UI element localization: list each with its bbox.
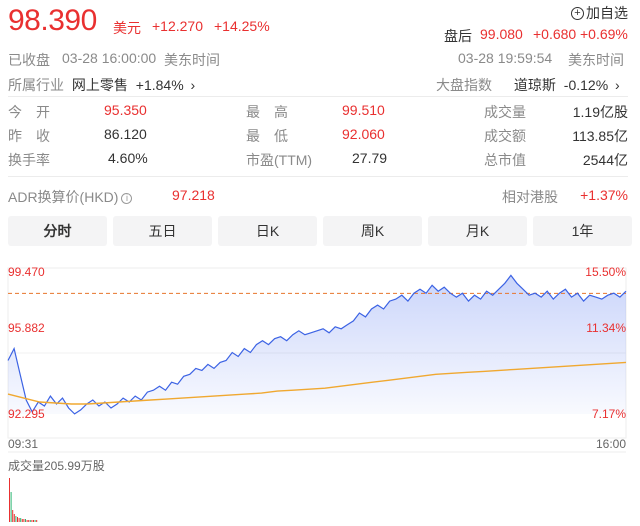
add-watchlist-label: 加自选 — [586, 5, 628, 21]
stat-value-low: 92.060 — [342, 126, 385, 142]
intraday-chart[interactable]: 99.470 95.882 92.295 15.50% 11.34% 7.17%… — [0, 256, 640, 526]
close-timezone: 美东时间 — [164, 52, 220, 68]
volume-bar — [20, 518, 22, 522]
industry-pct: +1.84% — [135, 77, 184, 93]
after-hours-label: 盘后 — [444, 28, 472, 44]
time-start-label: 09:31 — [8, 437, 38, 451]
stat-value-turnover-rate: 4.60% — [108, 150, 148, 166]
chevron-right-icon: › — [190, 77, 196, 93]
after-hours-pct: +0.69% — [580, 26, 628, 42]
after-hours-price: 99.080 — [480, 26, 523, 42]
adr-label-group: ADR换算价(HKD) i — [8, 187, 133, 207]
volume-bar — [12, 510, 14, 522]
price-line — [7, 274, 627, 415]
after-hours-change: +0.680 — [533, 26, 577, 42]
info-icon[interactable]: i — [121, 193, 133, 204]
volume-bar — [21, 519, 23, 522]
index-name: 道琼斯 — [513, 77, 556, 93]
after-hours-timezone: 美东时间 — [568, 52, 624, 68]
y-axis-top-label: 99.470 — [8, 265, 45, 279]
market-status: 已收盘 — [8, 52, 50, 68]
volume-bar — [25, 519, 26, 522]
volume-bar — [36, 520, 38, 522]
pct-axis-bottom-label: 7.17% — [592, 407, 626, 421]
close-time: 03-28 16:00:00 — [62, 50, 157, 66]
last-price: 98.390 — [8, 4, 97, 37]
stat-label-market-cap: 总市值 — [484, 152, 526, 168]
stat-label-turnover: 成交额 — [484, 128, 526, 144]
volume-bar — [29, 520, 31, 522]
tab-weekly-k[interactable]: 周K — [323, 216, 422, 246]
tab-one-year[interactable]: 1年 — [533, 216, 632, 246]
price-change: +12.270 — [152, 18, 203, 34]
currency-label: 美元 — [113, 20, 141, 36]
stat-value-volume: 1.19亿股 — [572, 104, 628, 120]
volume-bar — [15, 516, 17, 522]
index-label: 大盘指数 — [436, 77, 492, 93]
stat-value-open: 95.350 — [104, 102, 147, 118]
stat-label-open: 今 开 — [8, 104, 50, 120]
index-link[interactable]: 大盘指数 道琼斯 -0.12% › — [436, 75, 620, 95]
rel-hk-label: 相对港股 — [502, 189, 558, 205]
stat-label-prev-close: 昨 收 — [8, 128, 50, 144]
volume-bar — [26, 520, 28, 522]
industry-label: 所属行业 — [8, 77, 64, 93]
chart-period-tabs: 分时 五日 日K 周K 月K 1年 — [8, 216, 632, 246]
chevron-right-icon: › — [615, 77, 620, 93]
volume-bar — [23, 519, 25, 522]
index-pct: -0.12% — [563, 77, 609, 93]
stat-value-turnover: 113.85亿 — [572, 128, 628, 144]
stat-label-low: 最 低 — [246, 128, 288, 144]
stat-value-high: 99.510 — [342, 102, 385, 118]
tab-intraday[interactable]: 分时 — [8, 216, 107, 246]
after-hours-time: 03-28 19:59:54 — [458, 50, 553, 66]
y-axis-mid-label: 95.882 — [8, 321, 45, 335]
volume-bars — [9, 478, 38, 522]
adr-label: ADR换算价(HKD) — [8, 189, 119, 205]
volume-bar — [18, 518, 20, 522]
time-end-label: 16:00 — [596, 437, 626, 451]
plus-circle-icon: + — [571, 6, 584, 20]
volume-bar — [10, 492, 12, 522]
stat-label-turnover-rate: 换手率 — [8, 152, 50, 168]
stat-label-volume: 成交量 — [484, 104, 526, 120]
y-axis-bottom-label: 92.295 — [8, 407, 45, 421]
stat-value-market-cap: 2544亿 — [582, 152, 628, 168]
stat-value-prev-close: 86.120 — [104, 126, 147, 142]
volume-bar — [17, 517, 18, 522]
stat-label-pe: 市盈(TTM) — [246, 152, 313, 168]
price-area-fill — [8, 275, 626, 414]
add-watchlist-button[interactable]: + 加自选 — [571, 3, 628, 23]
stat-value-pe: 27.79 — [352, 150, 388, 166]
tab-daily-k[interactable]: 日K — [218, 216, 317, 246]
adr-value: 97.218 — [172, 187, 215, 203]
volume-bar — [31, 520, 33, 522]
volume-label: 成交量205.99万股 — [8, 458, 105, 473]
volume-bar — [33, 520, 34, 522]
industry-link[interactable]: 所属行业 网上零售 +1.84% › — [8, 75, 195, 95]
tab-five-day[interactable]: 五日 — [113, 216, 212, 246]
volume-bar — [13, 514, 15, 522]
pct-axis-mid-label: 11.34% — [586, 321, 626, 335]
average-price-line — [7, 361, 627, 405]
price-change-pct: +14.25% — [214, 18, 270, 34]
pct-axis-top-label: 15.50% — [585, 265, 626, 279]
divider — [8, 96, 628, 97]
volume-bar — [28, 520, 30, 522]
tab-monthly-k[interactable]: 月K — [428, 216, 527, 246]
divider — [8, 176, 628, 177]
industry-name: 网上零售 — [71, 77, 128, 93]
volume-bar — [9, 478, 10, 522]
stat-label-high: 最 高 — [246, 104, 288, 120]
rel-hk-value: +1.37% — [580, 187, 628, 203]
volume-bar — [34, 520, 36, 522]
